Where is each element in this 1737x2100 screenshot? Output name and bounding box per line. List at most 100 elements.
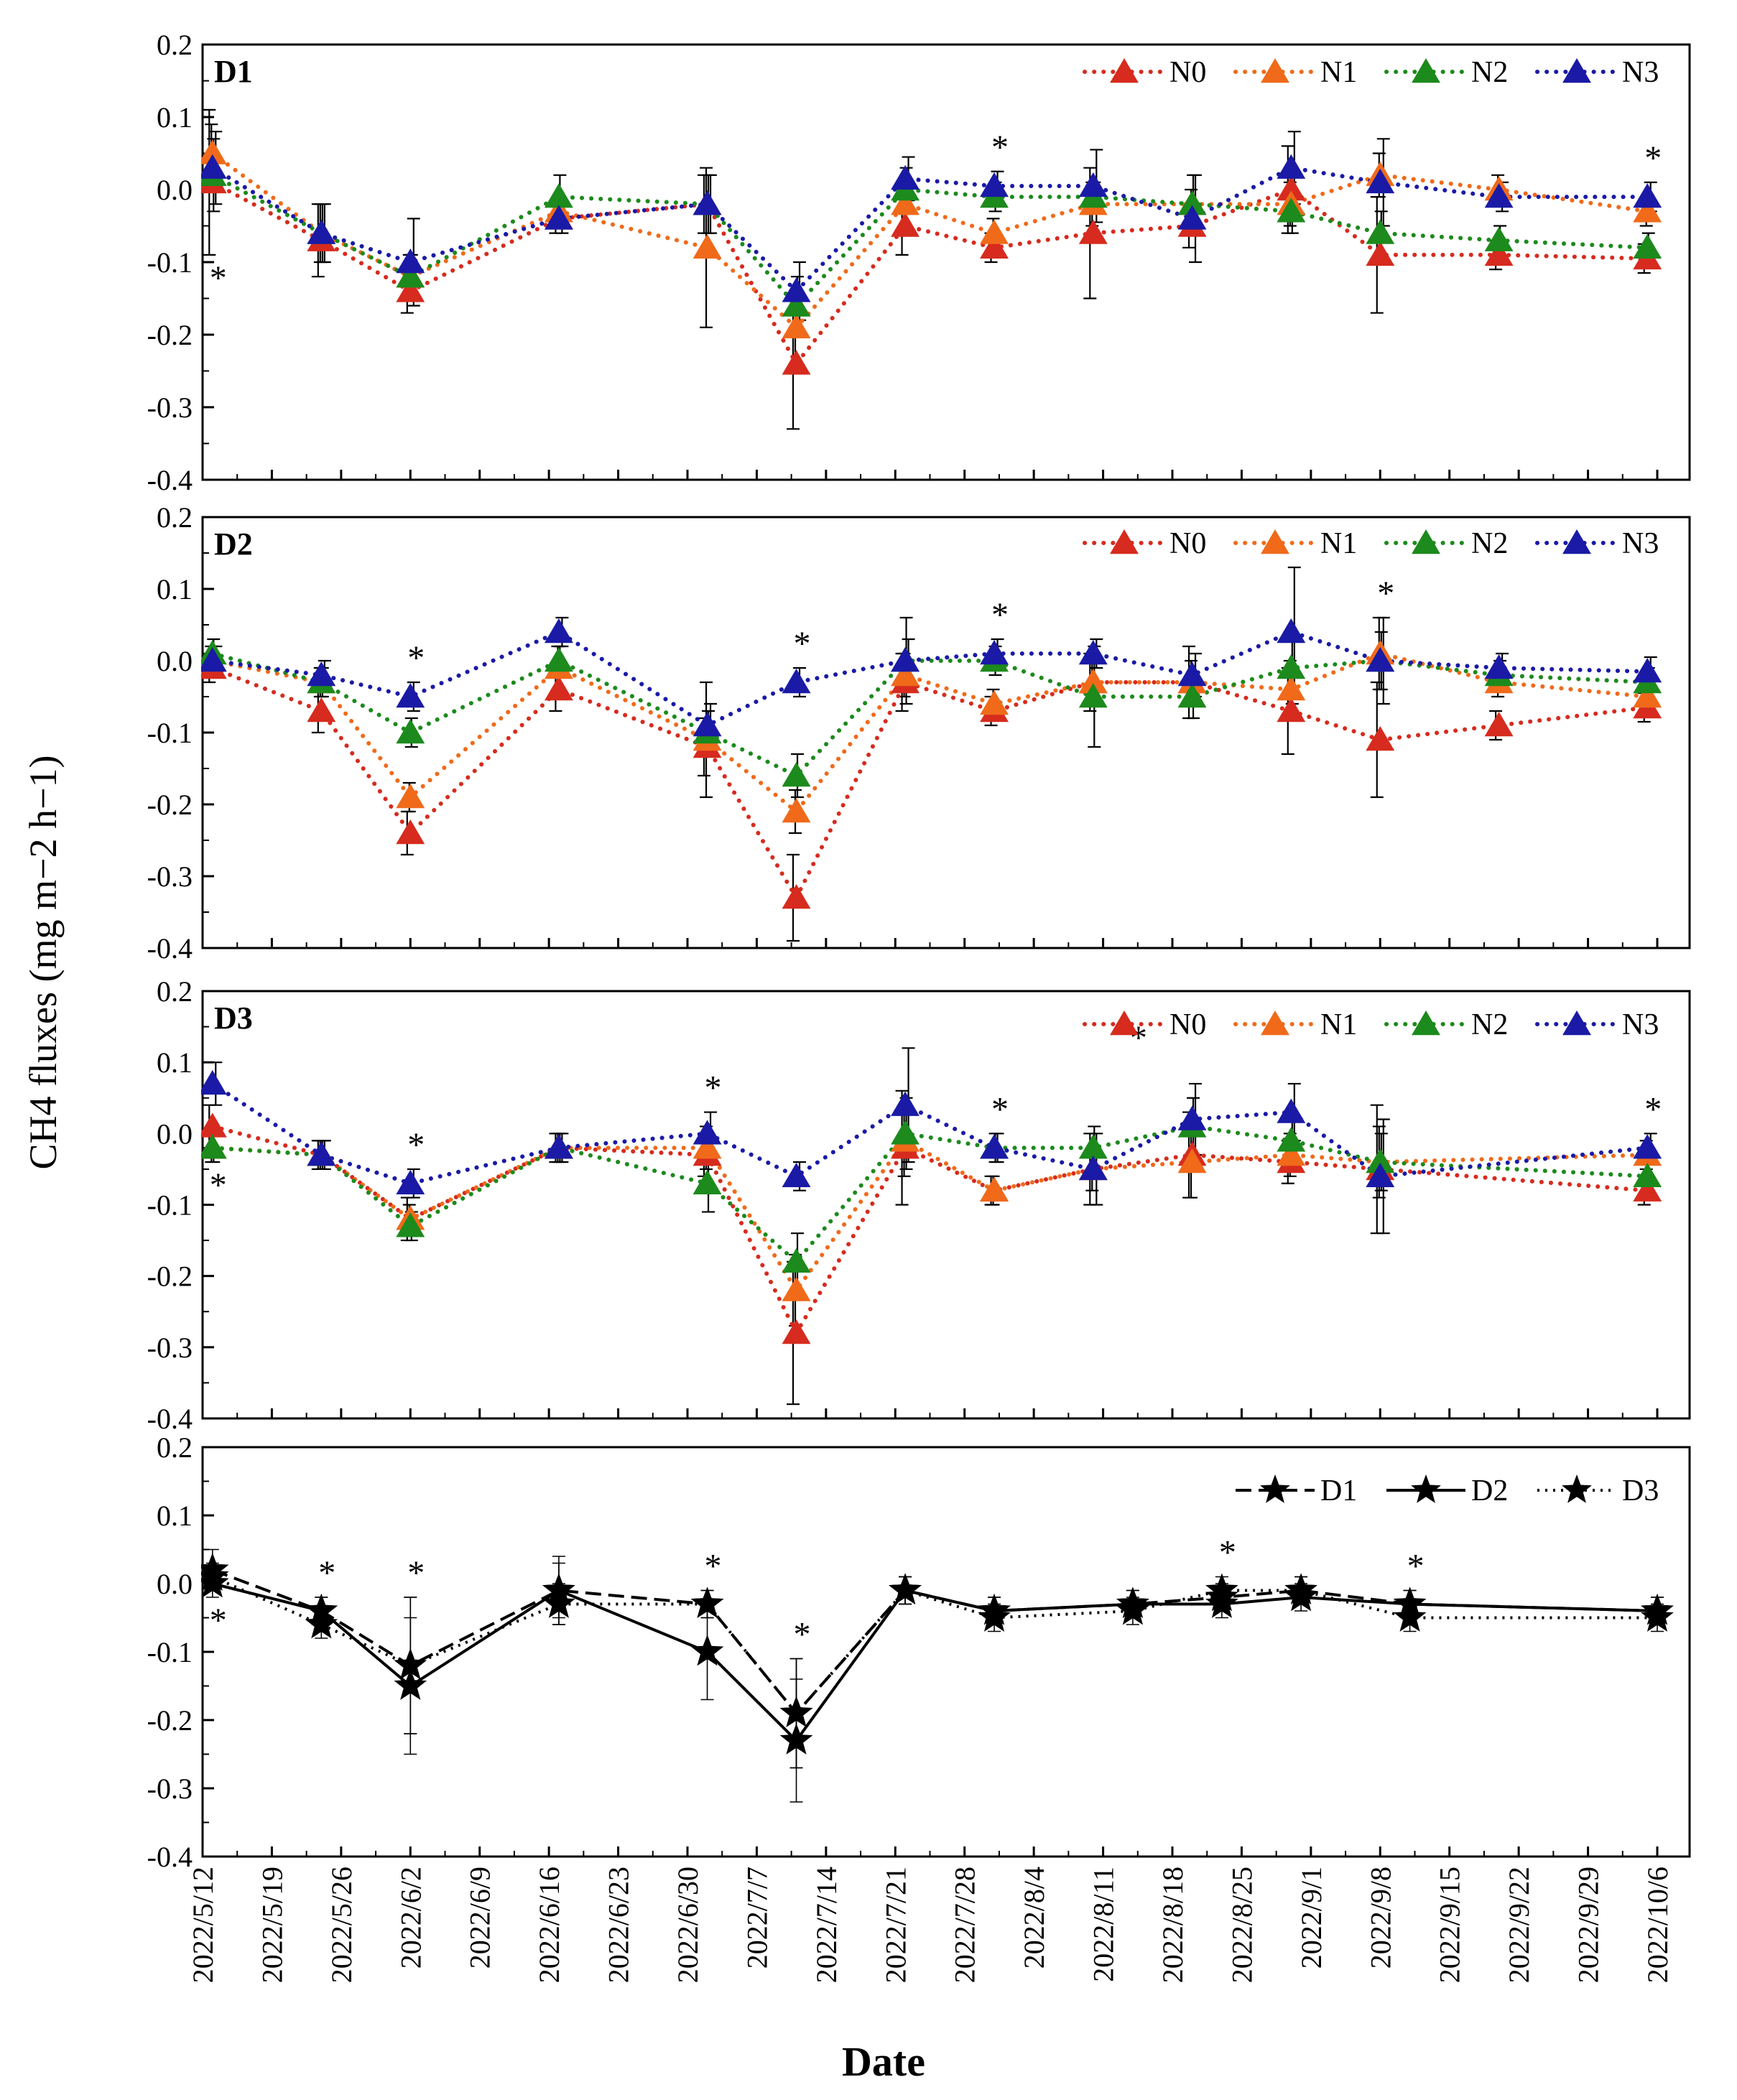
data-point-n3	[1484, 654, 1514, 679]
legend-marker-n1	[1261, 529, 1289, 554]
y-tick-label: 0.1	[157, 1046, 193, 1079]
x-tick-label: 2022/7/7	[741, 1867, 773, 1969]
data-point-n1	[980, 219, 1009, 244]
data-point-n2	[1484, 226, 1514, 251]
y-tick-label: -0.4	[147, 464, 193, 496]
data-point-n3	[396, 1169, 425, 1194]
data-point-n3	[980, 1134, 1009, 1159]
legend-marker-n2	[1412, 529, 1440, 554]
legend-marker-n0	[1110, 58, 1139, 83]
data-point-d3	[305, 1607, 338, 1639]
plot-area	[201, 1548, 1674, 1803]
legend-label-n1: N1	[1320, 56, 1357, 89]
series-line-n2	[210, 651, 1650, 779]
data-point-n0	[782, 884, 811, 909]
data-point-n3	[782, 1162, 811, 1188]
significance-marker: *	[407, 639, 425, 677]
data-point-n1	[1078, 669, 1108, 694]
data-point-n3	[782, 669, 811, 694]
data-point-n2	[782, 1248, 811, 1273]
data-point-n1	[782, 798, 811, 823]
y-tick-label: 0.1	[157, 101, 193, 134]
series-line-n2	[210, 172, 1650, 310]
data-point-n2	[1366, 219, 1395, 244]
data-point-n1	[782, 1276, 811, 1301]
plot-area	[201, 566, 1662, 942]
data-point-n1	[891, 190, 920, 215]
data-point-n2	[1277, 198, 1306, 223]
data-point-n1	[396, 784, 425, 809]
series-line-n3	[210, 1081, 1650, 1186]
significance-marker: *	[1644, 1090, 1662, 1128]
data-point-n2	[1078, 683, 1108, 708]
y-tick-label: -0.4	[147, 1841, 193, 1873]
x-axis-title: Date	[842, 2038, 925, 2085]
x-tick-label: 2022/8/18	[1157, 1867, 1189, 1983]
data-point-n3	[201, 1069, 227, 1095]
data-point-n3	[1484, 183, 1514, 208]
data-point-d3	[690, 1586, 724, 1618]
y-tick-label: 0.2	[157, 975, 193, 1008]
data-point-n3	[1078, 640, 1108, 665]
legend-marker-n3	[1562, 1010, 1591, 1036]
data-point-n3	[201, 154, 227, 179]
y-tick-label: -0.1	[147, 1636, 193, 1668]
legend-label-n0: N0	[1169, 527, 1206, 560]
data-point-n2	[396, 719, 425, 744]
legend-label-n2: N2	[1471, 527, 1508, 560]
plot-frame	[201, 1446, 1691, 1858]
legend-label-n2: N2	[1471, 1008, 1508, 1041]
y-tick-label: 0.0	[157, 1118, 193, 1150]
x-tick-label: 2022/6/23	[603, 1867, 635, 1983]
legend-marker-n0	[1110, 1010, 1139, 1036]
data-point-n2	[201, 1134, 227, 1159]
x-tick-label: 2022/6/16	[533, 1867, 565, 1983]
data-point-n0	[1484, 241, 1514, 266]
data-point-n1	[1277, 1141, 1306, 1166]
legend-label-d2: D2	[1471, 1474, 1508, 1507]
data-point-n3	[1633, 1134, 1662, 1159]
data-point-n3	[693, 190, 722, 215]
y-tick-label: -0.4	[147, 932, 193, 965]
plot-area	[201, 1047, 1662, 1406]
data-point-n1	[1177, 1148, 1207, 1174]
legend-marker-d2	[1411, 1474, 1441, 1503]
data-point-n3	[1277, 618, 1306, 644]
x-tick-label: 2022/9/8	[1364, 1867, 1396, 1969]
data-point-d3	[542, 1586, 575, 1618]
data-point-n3	[1078, 172, 1108, 198]
panel-d1: 0.2 0.1 0.0 -0.1 -0.2 -0.3 -0.4 D1 * * * N0 N1 N2 N3	[147, 29, 1691, 496]
data-point-n2	[1277, 1127, 1306, 1152]
data-point-n3	[1177, 661, 1207, 687]
y-tick-label: -0.2	[147, 1704, 193, 1737]
data-point-n3	[891, 164, 920, 190]
legend-marker-n1	[1261, 1010, 1289, 1036]
plot-frame	[201, 43, 1691, 481]
legend: N0 N1 N2 N3	[1083, 56, 1659, 89]
data-point-n3	[1366, 647, 1395, 672]
data-point-n0	[1277, 176, 1306, 201]
plot-area	[201, 108, 1662, 430]
data-point-d3	[394, 1648, 427, 1680]
data-point-n1	[693, 233, 722, 259]
significance-marker: *	[991, 1090, 1009, 1128]
plot-frame	[201, 516, 1691, 949]
legend-marker-d1	[1260, 1474, 1290, 1503]
legend-label-n3: N3	[1622, 1008, 1659, 1041]
data-point-n1	[1633, 683, 1662, 708]
data-point-d2	[690, 1635, 724, 1666]
data-point-n0	[1484, 712, 1514, 737]
data-point-n3	[1633, 183, 1662, 208]
series-line-n0	[210, 1124, 1650, 1338]
data-point-n0	[1277, 697, 1306, 723]
x-tick-label: 2022/7/28	[949, 1867, 981, 1983]
data-point-n3	[544, 618, 573, 644]
series-line-n1	[210, 651, 1650, 815]
significance-marker: *	[407, 1554, 425, 1592]
data-point-d3	[779, 1696, 813, 1727]
data-point-n1	[201, 139, 227, 164]
data-point-n1	[1277, 676, 1306, 701]
significance-marker: *	[705, 1548, 722, 1586]
data-point-n2	[1277, 654, 1306, 679]
data-point-n0	[544, 676, 573, 701]
